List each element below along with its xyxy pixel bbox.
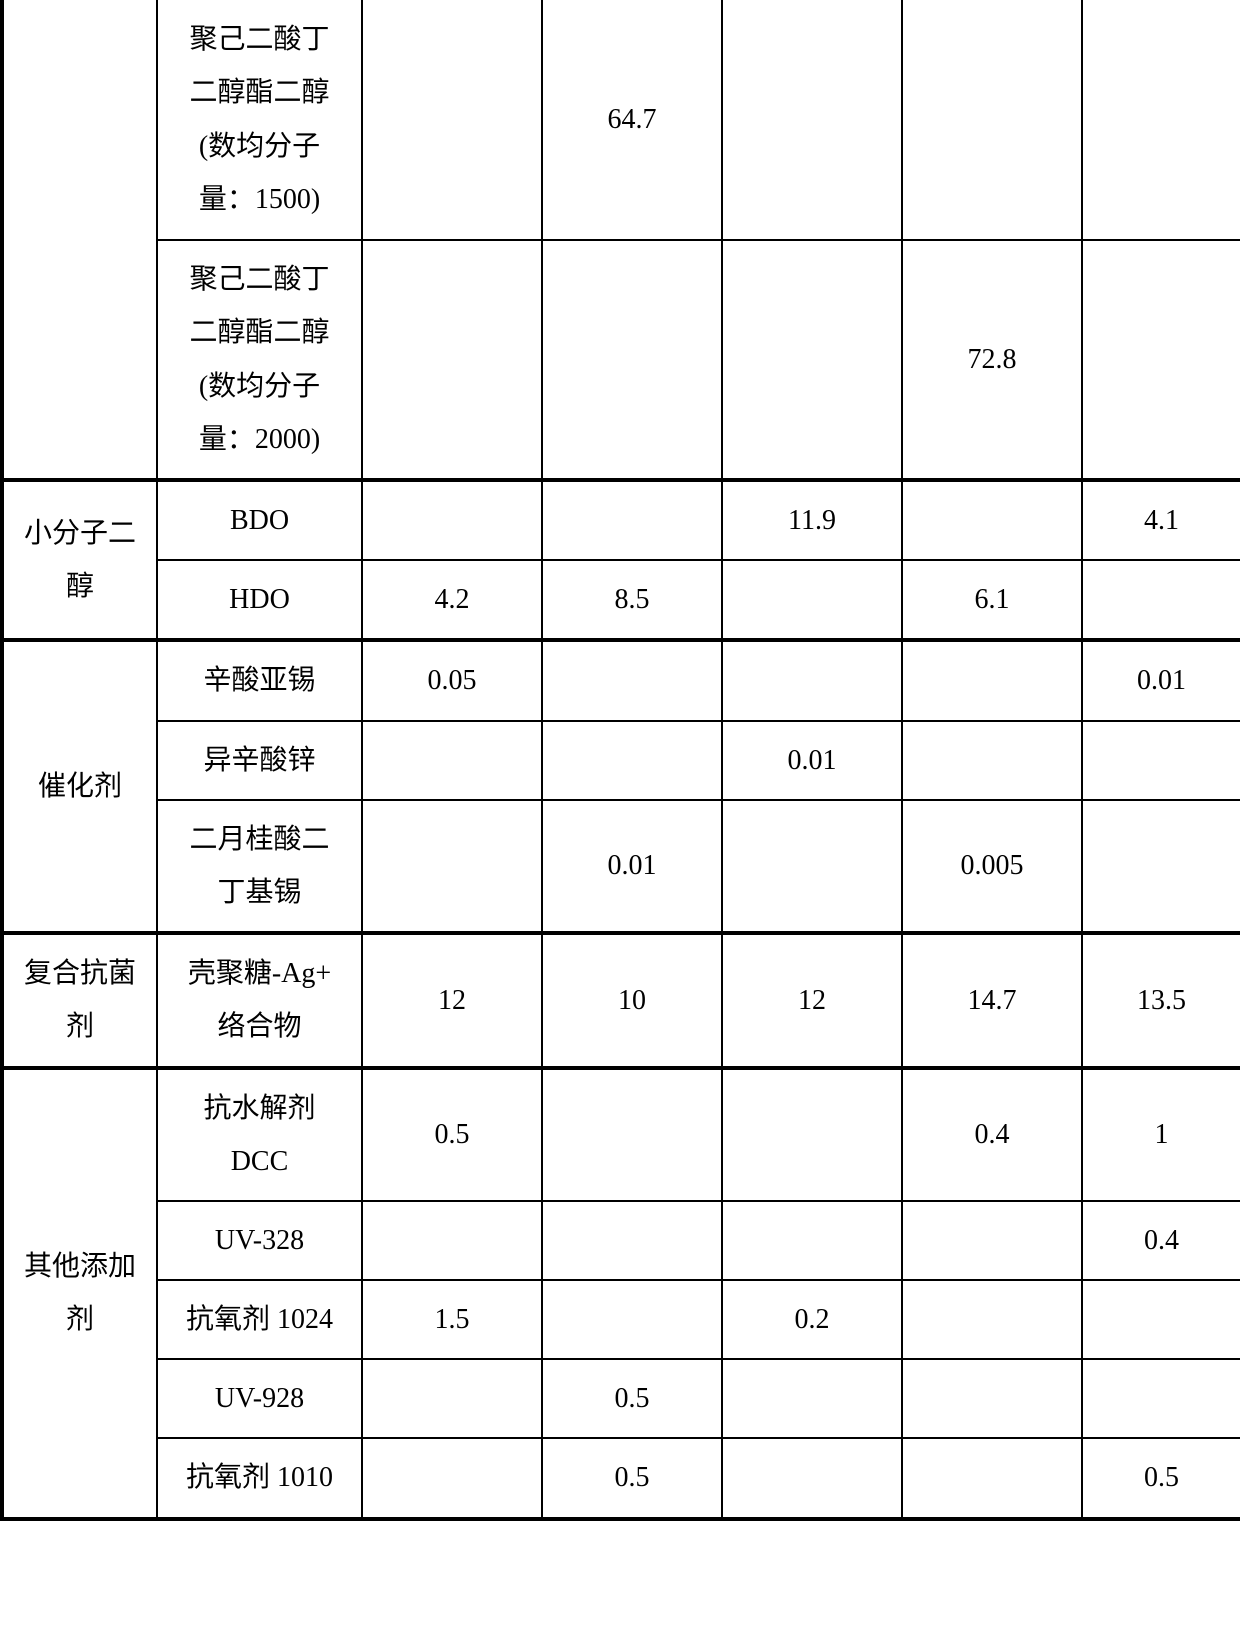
value-cell [722, 560, 902, 640]
table-row: 异辛酸锌 0.01 [2, 721, 1240, 800]
value-cell [1082, 0, 1240, 240]
value-cell [902, 0, 1082, 240]
value-cell [542, 240, 722, 480]
value-cell [1082, 560, 1240, 640]
category-cell: 小分子二 醇 [2, 480, 157, 640]
row-label: 异辛酸锌 [157, 721, 362, 800]
value-cell: 0.01 [542, 800, 722, 933]
row-label: UV-928 [157, 1359, 362, 1438]
value-cell [722, 0, 902, 240]
table-row: 催化剂 辛酸亚锡 0.05 0.01 [2, 640, 1240, 720]
value-cell [902, 1280, 1082, 1359]
value-cell [1082, 1280, 1240, 1359]
value-cell [902, 480, 1082, 560]
value-cell [362, 480, 542, 560]
value-cell [542, 1201, 722, 1280]
value-cell [362, 721, 542, 800]
value-cell [1082, 721, 1240, 800]
value-cell [902, 1359, 1082, 1438]
value-cell: 11.9 [722, 480, 902, 560]
value-cell [722, 1201, 902, 1280]
value-cell: 72.8 [902, 240, 1082, 480]
value-cell [542, 640, 722, 720]
value-cell [902, 1201, 1082, 1280]
value-cell [902, 640, 1082, 720]
value-cell [1082, 240, 1240, 480]
row-label: 壳聚糖-Ag+ 络合物 [157, 933, 362, 1067]
table-row: 聚己二酸丁 二醇酯二醇 (数均分子 量：2000) 72.8 [2, 240, 1240, 480]
row-label: 辛酸亚锡 [157, 640, 362, 720]
value-cell: 0.4 [902, 1068, 1082, 1201]
value-cell [1082, 800, 1240, 933]
value-cell [722, 240, 902, 480]
value-cell: 4.2 [362, 560, 542, 640]
table-row: 小分子二 醇 BDO 11.9 4.1 [2, 480, 1240, 560]
table-row: 复合抗菌 剂 壳聚糖-Ag+ 络合物 12 10 12 14.7 13.5 [2, 933, 1240, 1067]
value-cell [902, 1438, 1082, 1518]
value-cell: 1 [1082, 1068, 1240, 1201]
row-label: 抗氧剂 1010 [157, 1438, 362, 1518]
value-cell [902, 721, 1082, 800]
value-cell [722, 1359, 902, 1438]
value-cell [542, 1068, 722, 1201]
value-cell: 0.01 [722, 721, 902, 800]
value-cell [722, 1438, 902, 1518]
row-label: 抗水解剂 DCC [157, 1068, 362, 1201]
value-cell [362, 800, 542, 933]
category-cell [2, 0, 157, 480]
value-cell: 0.5 [542, 1438, 722, 1518]
value-cell: 6.1 [902, 560, 1082, 640]
value-cell: 0.5 [362, 1068, 542, 1201]
value-cell [542, 1280, 722, 1359]
value-cell [722, 800, 902, 933]
value-cell: 0.05 [362, 640, 542, 720]
value-cell [362, 0, 542, 240]
row-label: BDO [157, 480, 362, 560]
row-label: 聚己二酸丁 二醇酯二醇 (数均分子 量：1500) [157, 0, 362, 240]
value-cell: 64.7 [542, 0, 722, 240]
value-cell: 14.7 [902, 933, 1082, 1067]
value-cell [362, 240, 542, 480]
value-cell [722, 640, 902, 720]
value-cell: 12 [722, 933, 902, 1067]
category-cell: 复合抗菌 剂 [2, 933, 157, 1067]
row-label: 抗氧剂 1024 [157, 1280, 362, 1359]
category-cell: 催化剂 [2, 640, 157, 933]
value-cell [362, 1359, 542, 1438]
table-row: 其他添加 剂 抗水解剂 DCC 0.5 0.4 1 [2, 1068, 1240, 1201]
value-cell: 12 [362, 933, 542, 1067]
table-row: HDO 4.2 8.5 6.1 [2, 560, 1240, 640]
table-row: UV-928 0.5 [2, 1359, 1240, 1438]
value-cell [542, 480, 722, 560]
value-cell: 10 [542, 933, 722, 1067]
value-cell [362, 1438, 542, 1518]
table-row: 二月桂酸二 丁基锡 0.01 0.005 [2, 800, 1240, 933]
value-cell: 0.01 [1082, 640, 1240, 720]
table-row: UV-328 0.4 [2, 1201, 1240, 1280]
value-cell: 13.5 [1082, 933, 1240, 1067]
value-cell: 4.1 [1082, 480, 1240, 560]
data-table: 聚己二酸丁 二醇酯二醇 (数均分子 量：1500) 64.7 聚己二酸丁 二醇酯… [0, 0, 1240, 1521]
table-row: 抗氧剂 1024 1.5 0.2 [2, 1280, 1240, 1359]
table-row: 聚己二酸丁 二醇酯二醇 (数均分子 量：1500) 64.7 [2, 0, 1240, 240]
value-cell: 8.5 [542, 560, 722, 640]
row-label: HDO [157, 560, 362, 640]
value-cell: 0.5 [542, 1359, 722, 1438]
value-cell: 0.005 [902, 800, 1082, 933]
row-label: 聚己二酸丁 二醇酯二醇 (数均分子 量：2000) [157, 240, 362, 480]
category-cell: 其他添加 剂 [2, 1068, 157, 1519]
value-cell [722, 1068, 902, 1201]
value-cell: 0.4 [1082, 1201, 1240, 1280]
row-label: UV-328 [157, 1201, 362, 1280]
value-cell: 0.5 [1082, 1438, 1240, 1518]
value-cell [542, 721, 722, 800]
value-cell [1082, 1359, 1240, 1438]
table-row: 抗氧剂 1010 0.5 0.5 [2, 1438, 1240, 1518]
value-cell: 1.5 [362, 1280, 542, 1359]
value-cell [362, 1201, 542, 1280]
value-cell: 0.2 [722, 1280, 902, 1359]
row-label: 二月桂酸二 丁基锡 [157, 800, 362, 933]
